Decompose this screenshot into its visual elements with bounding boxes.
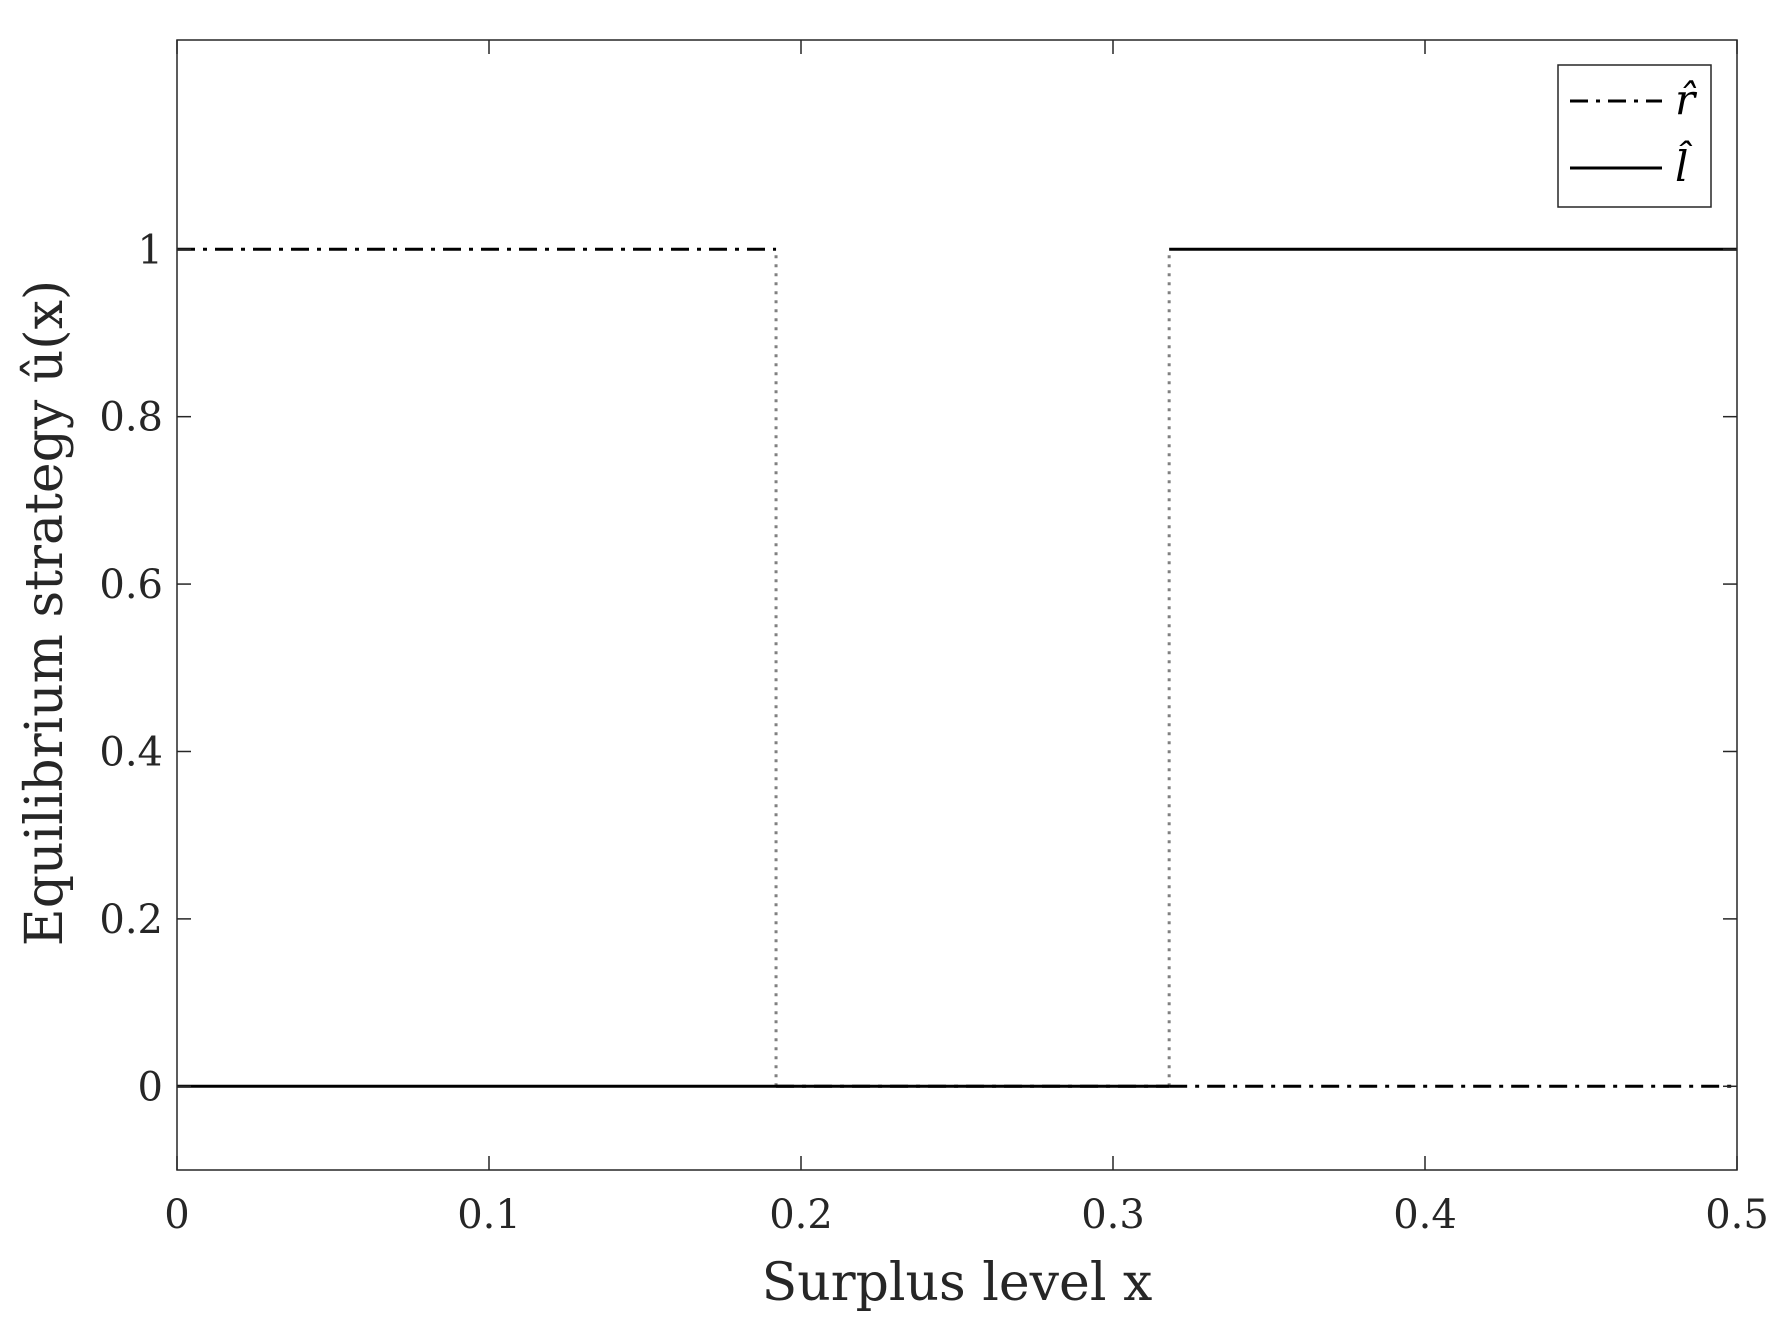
plot-area	[177, 247, 1737, 1088]
x-axis-title: Surplus level x	[762, 1253, 1153, 1313]
y-tick-label: 0	[138, 1064, 163, 1110]
x-tick-label: 0.2	[769, 1192, 833, 1238]
y-tick-label: 0.6	[99, 562, 163, 608]
x-tick-label: 0.3	[1081, 1192, 1145, 1238]
y-tick-label: 0.2	[99, 897, 163, 943]
x-tick-label: 0	[164, 1192, 189, 1238]
legend-box	[1557, 64, 1712, 208]
y-tick-label: 0.4	[99, 729, 163, 775]
y-axis-title: Equilibrium strategy û(x)	[15, 280, 75, 946]
x-tick-label: 0.5	[1705, 1192, 1769, 1238]
legend-label-r-hat: r̂	[1675, 75, 1698, 124]
axes: 0 0.1 0.2 0.3 0.4 0.5 0 0.2 0.4 0.6 0.8 1	[99, 39, 1769, 1238]
legend: r̂ l̂	[1557, 64, 1712, 208]
y-tick-label: 0.8	[99, 395, 163, 441]
legend-label-l-hat: l̂	[1675, 139, 1693, 191]
y-tick-label: 1	[138, 227, 163, 273]
axes-box	[176, 39, 1738, 1171]
x-tick-label: 0.1	[457, 1192, 521, 1238]
x-tick-label: 0.4	[1393, 1192, 1457, 1238]
